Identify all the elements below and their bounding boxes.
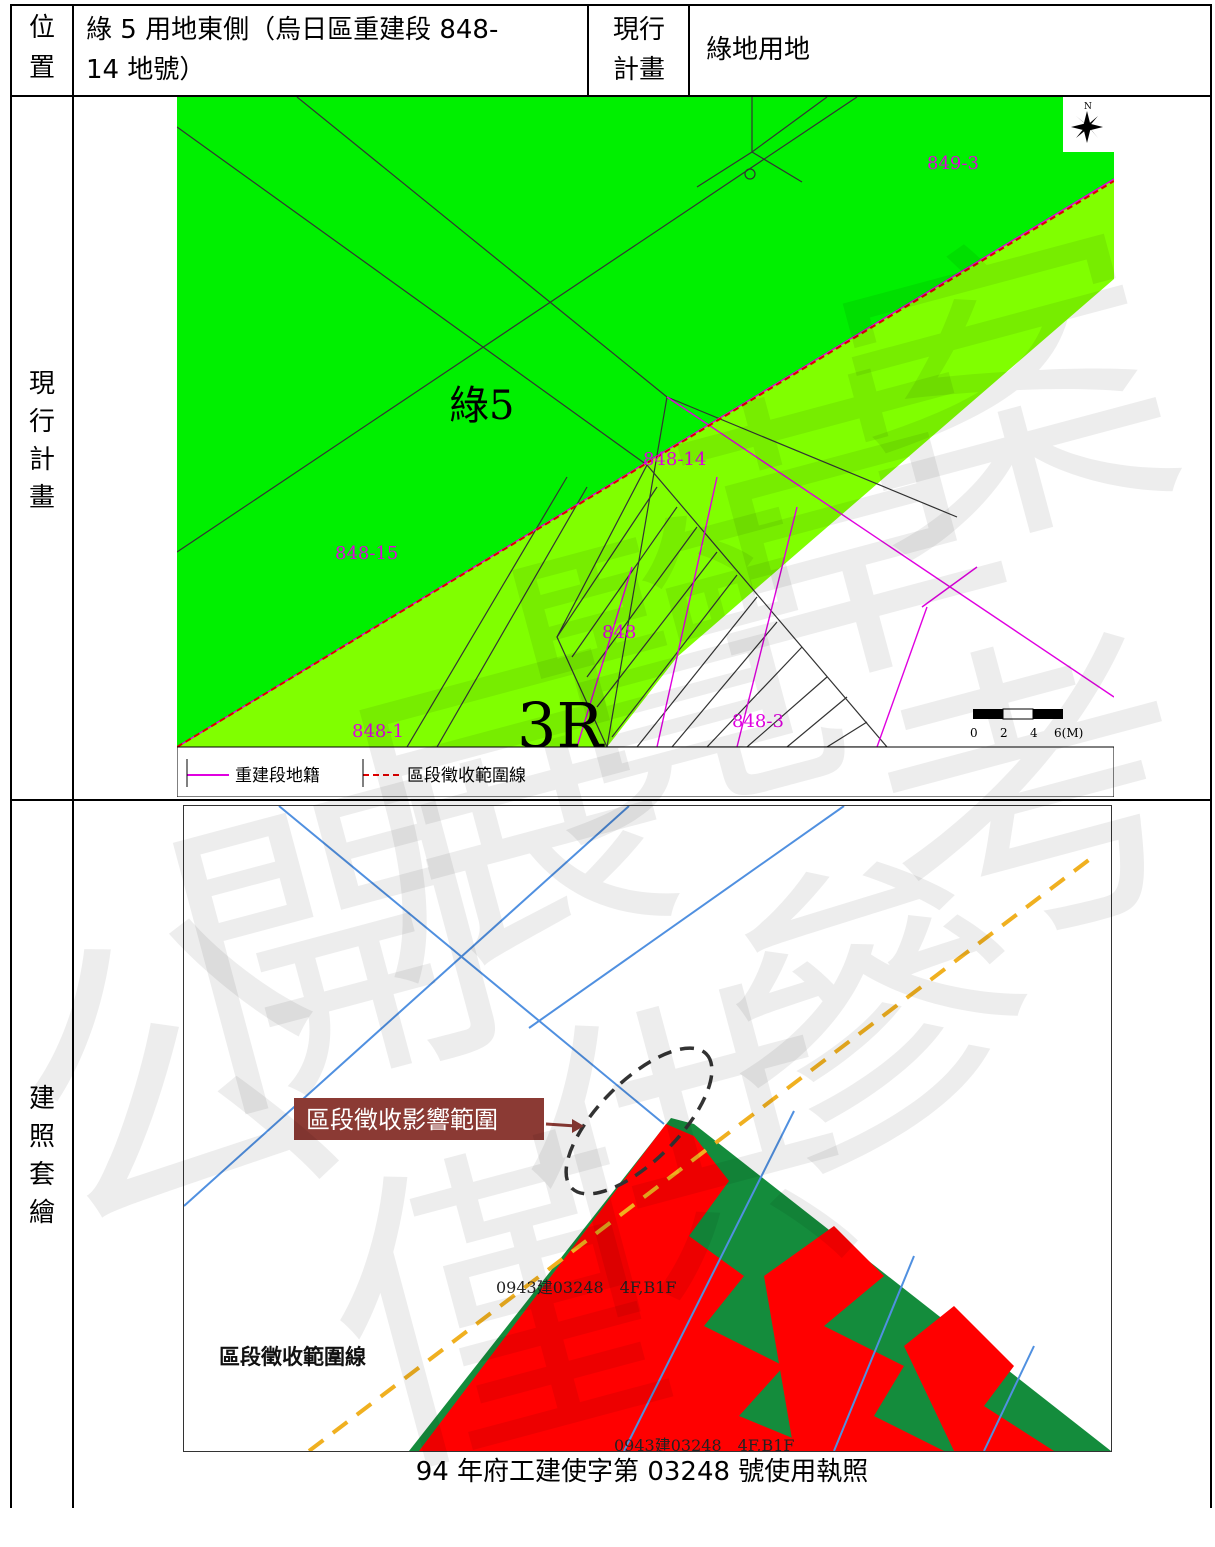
current-plan-map: N 綠5 3R 849-3 848-14 848-15 848 848-1 84… xyxy=(177,97,1114,797)
parcel-label: 849-3 xyxy=(927,153,979,174)
building-footprint xyxy=(419,1124,824,1451)
parcel-label: 848-3 xyxy=(732,711,784,732)
table-border-right xyxy=(1210,4,1212,1508)
parcel-grey-lines xyxy=(177,97,958,747)
legend-label: 區段徵收範圍線 xyxy=(407,766,526,786)
table-border-top xyxy=(10,4,1212,6)
location-line-2: 14 地號） xyxy=(86,55,206,85)
scale-tick: 4 xyxy=(1030,726,1038,740)
zone-label: 綠5 xyxy=(449,383,514,429)
header-divider-b xyxy=(688,4,690,96)
compass-icon xyxy=(1071,111,1103,143)
building-footprint xyxy=(764,1226,944,1451)
parcel-label: 848-14 xyxy=(643,449,706,470)
callout-label: 區段徵收影響範圍 xyxy=(306,1106,498,1134)
row-label-char: 行 xyxy=(28,407,55,437)
building-label: 0943建03248 4F,B1F xyxy=(496,1278,677,1297)
building-label: 0943建03248 4F,B1F xyxy=(614,1436,795,1452)
parcel-label: 848 xyxy=(602,622,636,643)
building-footprint xyxy=(904,1306,1054,1451)
green-zone-area xyxy=(177,97,1114,747)
table-border-left xyxy=(10,4,12,1508)
current-plan-label: 現行 計畫 xyxy=(593,10,685,90)
row-label-char: 畫 xyxy=(28,483,55,513)
current-plan-label-line: 現行 xyxy=(612,15,665,45)
boundary-red-dash xyxy=(177,180,1114,747)
scale-tick: 0 xyxy=(970,726,978,740)
position-label-char: 位 xyxy=(28,13,55,43)
location-line-1: 綠 5 用地東側（烏日區重建段 848- xyxy=(86,15,499,45)
legend-label: 重建段地籍 xyxy=(235,766,320,786)
hatched-parcel xyxy=(556,463,888,747)
permit-caption: 94 年府工建使字第 03248 號使用執照 xyxy=(415,1457,869,1487)
current-plan-label-line: 計畫 xyxy=(612,55,665,85)
row-divider-2 xyxy=(10,799,1212,801)
row-label-char: 繪 xyxy=(28,1198,55,1228)
scale-bar xyxy=(973,708,1063,720)
row-divider-1 xyxy=(10,95,1212,97)
row-label-char: 現 xyxy=(28,369,55,399)
boundary-label: 區段徵收範圍線 xyxy=(219,1345,366,1369)
impact-ellipse xyxy=(564,1046,714,1196)
overlay-row-label: 建 照 套 繪 xyxy=(11,1080,73,1232)
boundary-orange-dash xyxy=(307,854,1096,1451)
position-label-char: 置 xyxy=(28,53,55,83)
table-col-divider xyxy=(72,4,74,1508)
overlay-map: 區段徵收影響範圍 區段徵收範圍線 0943建03248 4F,B1F 0943建… xyxy=(183,805,1112,1452)
scale-tick: 6(M) xyxy=(1054,726,1083,740)
row-label-char: 套 xyxy=(28,1160,55,1190)
row-label-char: 照 xyxy=(28,1122,55,1152)
legend-box xyxy=(177,746,1114,797)
row-label-char: 計 xyxy=(28,445,55,475)
row-label-char: 建 xyxy=(28,1084,55,1114)
current-plan-row-label: 現 行 計 畫 xyxy=(11,365,73,517)
scale-tick: 2 xyxy=(1000,726,1008,740)
location-text: 綠 5 用地東側（烏日區重建段 848- 14 地號） xyxy=(86,10,581,90)
compass-letter: N xyxy=(1084,102,1092,112)
parcel-label: 848-15 xyxy=(335,543,398,564)
callout-arrow-icon xyxy=(572,1119,584,1133)
callout-box xyxy=(294,1098,544,1140)
parcel-label: 848-1 xyxy=(352,721,404,742)
current-plan-value: 綠地用地 xyxy=(706,35,811,65)
header-divider-a xyxy=(587,4,589,96)
cadastral-blue-lines xyxy=(184,806,1035,1451)
position-label: 位 置 xyxy=(11,8,73,88)
